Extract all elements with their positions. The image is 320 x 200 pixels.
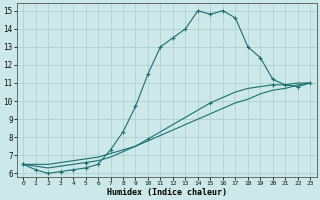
X-axis label: Humidex (Indice chaleur): Humidex (Indice chaleur) [107,188,227,197]
